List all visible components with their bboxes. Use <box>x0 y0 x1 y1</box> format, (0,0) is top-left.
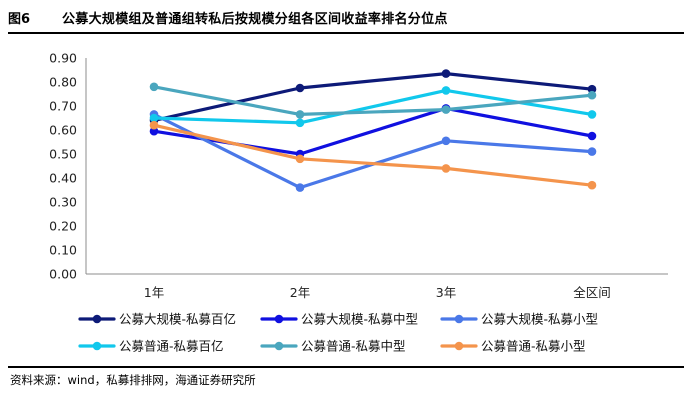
series-3 <box>149 110 597 192</box>
x-tick-label: 1年 <box>144 285 164 300</box>
legend-item: 公募大规模-私募中型 <box>260 312 418 327</box>
figure-header: 图6 公募大规模组及普通组转私后按规模分组各区间收益率排名分位点 <box>8 4 684 30</box>
series-line <box>152 123 594 187</box>
y-tick-label: 0.00 <box>49 267 77 282</box>
y-tick-label: 0.70 <box>49 99 77 114</box>
line-chart: 0.00 0.10 0.20 0.30 0.40 0.50 0.60 0.70 0.80 0.90… <box>49 51 668 354</box>
y-tick-label: 0.60 <box>49 123 77 138</box>
legend-item: 公募大规模-私募百亿 <box>78 312 236 327</box>
data-point <box>149 82 159 92</box>
legend-label: 公募普通-私募中型 <box>301 339 406 354</box>
y-tick-label: 0.90 <box>49 51 77 66</box>
data-point <box>441 105 451 114</box>
data-point <box>149 113 159 123</box>
data-point <box>295 83 305 93</box>
data-point <box>295 154 305 164</box>
legend-item: 公募普通-私募中型 <box>260 339 406 354</box>
y-tick-label: 0.20 <box>49 219 77 234</box>
x-tick-label: 3年 <box>436 285 456 300</box>
data-point <box>441 164 451 173</box>
series-6 <box>149 120 597 190</box>
legend-label: 公募普通-私募小型 <box>481 339 586 354</box>
footer-rule <box>8 366 684 368</box>
data-point <box>441 69 451 78</box>
y-axis: 0.00 0.10 0.20 0.30 0.40 0.50 0.60 0.70 0.80 0.90 <box>49 51 87 282</box>
legend-swatch-marker <box>92 341 102 351</box>
data-point <box>587 131 597 141</box>
data-point <box>587 180 597 190</box>
legend-label: 公募大规模-私募小型 <box>481 312 598 327</box>
legend-item: 公募普通-私募百亿 <box>78 339 224 354</box>
legend-label: 公募普通-私募百亿 <box>119 339 224 354</box>
legend-swatch-marker <box>274 314 284 324</box>
legend-swatch-marker <box>454 341 464 351</box>
legend-swatch-marker <box>274 341 284 351</box>
data-point <box>587 90 597 100</box>
y-tick-label: 0.40 <box>49 171 77 186</box>
series-5 <box>149 82 597 119</box>
legend-label: 公募大规模-私募中型 <box>301 312 418 327</box>
series-1 <box>149 69 597 125</box>
series-line <box>152 71 594 123</box>
data-point <box>587 147 597 156</box>
data-point <box>295 183 305 192</box>
data-point <box>587 84 597 94</box>
y-tick-label: 0.10 <box>49 243 77 258</box>
figure-title: 公募大规模组及普通组转私后按规模分组各区间收益率排名分位点 <box>62 12 448 27</box>
header-rule <box>8 32 684 34</box>
legend-label: 公募大规模-私募百亿 <box>119 312 236 327</box>
data-point <box>149 126 159 136</box>
legend-item: 公募普通-私募小型 <box>440 339 586 354</box>
legend-item: 公募大规模-私募小型 <box>440 312 598 327</box>
series-layer <box>149 69 597 192</box>
x-tick-label: 全区间 <box>573 285 611 300</box>
data-point <box>441 136 451 146</box>
figure-label: 图6 <box>8 12 31 27</box>
data-point <box>295 118 305 128</box>
y-tick-label: 0.30 <box>49 195 77 210</box>
source-note: 资料来源：wind，私募排排网，海通证券研究所 <box>10 373 256 387</box>
data-point <box>587 110 597 119</box>
x-axis: 1年 2年 3年 全区间 <box>86 273 668 300</box>
series-line <box>152 85 594 117</box>
data-point <box>295 110 305 119</box>
legend-swatch-marker <box>92 314 102 324</box>
data-point <box>441 86 451 95</box>
y-tick-label: 0.80 <box>49 75 77 90</box>
legend-swatch-marker <box>454 314 464 324</box>
y-tick-label: 0.50 <box>49 147 77 162</box>
x-tick-label: 2年 <box>290 285 310 300</box>
data-point <box>149 120 159 130</box>
